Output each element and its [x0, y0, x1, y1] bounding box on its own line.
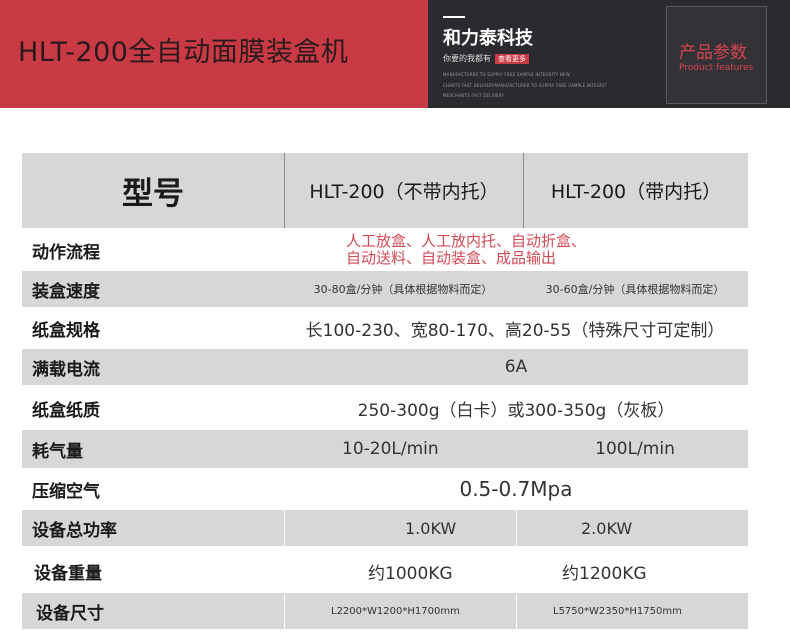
power-a: 1.0KW — [405, 518, 457, 538]
table-row-size: 设备尺寸 L2200*W1200*H1700mm L5750*W2350*H17… — [22, 593, 748, 629]
table-row-air: 耗气量 10-20L/min 100L/min — [22, 430, 748, 468]
brand-name: 和力泰科技 — [443, 28, 533, 49]
row-label: 压缩空气 — [32, 481, 100, 502]
brand-small-line: CHARTS FAST DELIVERYMANUFACTURER TO SUPP… — [443, 83, 608, 88]
size-a: L2200*W1200*H1700mm — [331, 605, 460, 617]
row-label: 设备尺寸 — [36, 603, 104, 624]
model-b: HLT-200（带内托） — [550, 181, 722, 203]
table-row-flow: 动作流程 人工放盒、人工放内托、自动折盒、 自动送料、自动装盒、成品输出 — [22, 231, 748, 269]
weight-a: 约1000KG — [368, 563, 453, 584]
speed-b: 30-60盒/分钟（具体根据物料而定） — [545, 283, 725, 296]
table-row-power: 设备总功率 1.0KW 2.0KW — [22, 510, 748, 546]
brand-small-line: MERCHANTS FAST DELIVERY — [443, 93, 505, 98]
power-b: 2.0KW — [581, 518, 633, 538]
table-row-speed: 装盒速度 30-80盒/分钟（具体根据物料而定） 30-60盒/分钟（具体根据物… — [22, 271, 748, 307]
brand-small-line: MANUFACTURER TO SUPPLY FREE SAMPLE INTEG… — [443, 72, 570, 77]
pressure-value: 0.5-0.7Mpa — [459, 477, 573, 501]
flow-line-2: 自动送料、自动装盒、成品输出 — [346, 249, 557, 267]
table-row-current: 满载电流 6A — [22, 349, 748, 385]
more-button[interactable]: 查看更多 — [495, 54, 529, 64]
slogan-text: 你要的我都有 — [443, 54, 491, 63]
table-row-weight: 设备重量 约1000KG 约1200KG — [22, 551, 748, 591]
spec-value: 长100-230、宽80-170、高20-55（特殊尺寸可定制） — [305, 320, 725, 341]
row-label: 纸盒纸质 — [32, 400, 100, 421]
row-label: 装盒速度 — [32, 281, 100, 302]
model-label: 型号 — [122, 176, 184, 212]
banner-title-panel: HLT-200全自动面膜装盒机 — [0, 0, 428, 108]
model-a: HLT-200（不带内托） — [309, 181, 499, 203]
table-row-spec: 纸盒规格 长100-230、宽80-170、高20-55（特殊尺寸可定制） — [22, 309, 748, 347]
speed-a: 30-80盒/分钟（具体根据物料而定） — [313, 283, 493, 296]
product-params-box — [666, 6, 767, 104]
table-header-row: 型号 HLT-200（不带内托） HLT-200（带内托） — [22, 153, 748, 228]
page-title: HLT-200全自动面膜装盒机 — [18, 37, 349, 68]
header-banner: HLT-200全自动面膜装盒机 和力泰科技 你要的我都有 查看更多 MANUFAC… — [0, 0, 790, 108]
flow-value: 人工放盒、人工放内托、自动折盒、 自动送料、自动装盒、成品输出 — [252, 231, 748, 269]
row-label: 纸盒规格 — [32, 320, 100, 341]
air-a: 10-20L/min — [342, 439, 439, 459]
paper-value: 250-300g（白卡）或300-350g（灰板） — [357, 400, 675, 421]
current-value: 6A — [504, 357, 528, 377]
brand-accent-bar — [443, 16, 465, 18]
row-label: 满载电流 — [32, 359, 100, 380]
table-row-paper: 纸盒纸质 250-300g（白卡）或300-350g（灰板） — [22, 389, 748, 427]
size-b: L5750*W2350*H1750mm — [553, 605, 682, 617]
row-label: 耗气量 — [32, 441, 83, 462]
weight-b: 约1200KG — [562, 563, 647, 584]
brand-slogan: 你要的我都有 查看更多 — [443, 53, 529, 64]
row-label: 设备重量 — [34, 563, 102, 584]
air-b: 100L/min — [595, 439, 675, 459]
row-label: 设备总功率 — [32, 520, 117, 541]
product-params-title: 产品参数 — [679, 43, 747, 63]
flow-line-1: 人工放盒、人工放内托、自动折盒、 — [346, 232, 587, 250]
product-params-subtitle: Product features — [679, 63, 754, 73]
table-row-pressure: 压缩空气 0.5-0.7Mpa — [22, 470, 748, 508]
row-label: 动作流程 — [32, 242, 100, 263]
